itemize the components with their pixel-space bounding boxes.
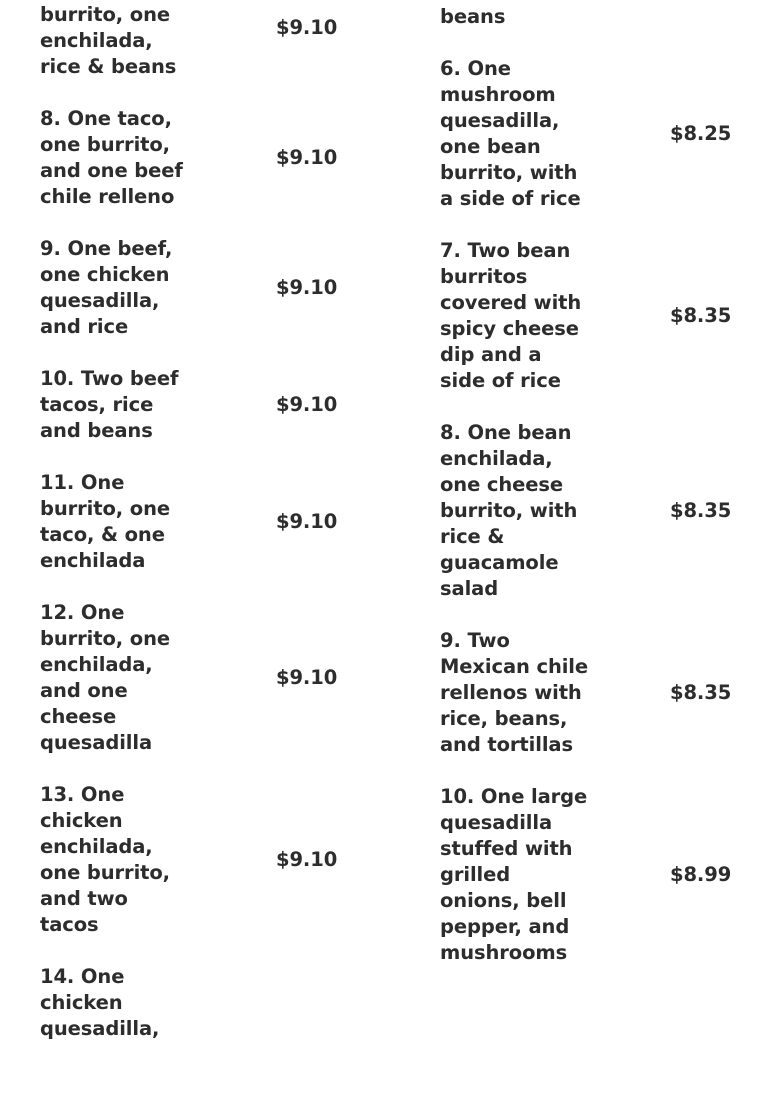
menu-item-price: $9.10 [276,16,338,39]
menu-item-name: 7. Two bean burritos covered with spicy … [440,239,582,392]
menu-item-price: $8.25 [670,122,732,145]
menu-item-row[interactable]: 6. One mushroom quesadilla, one bean bur… [440,56,780,212]
menu-item-row[interactable]: 10. One large quesadilla stuffed with gr… [440,784,780,966]
menu-item-name: chile relleno, rice and beans [440,0,528,28]
menu-item-row[interactable]: 11. One burrito, one taco, & one enchila… [40,470,420,574]
menu-item-row[interactable]: 8. One bean enchilada, one cheese burrit… [440,420,780,602]
menu-item-row[interactable]: 14. One chicken quesadilla, [40,964,420,1042]
menu-item-price: $9.10 [276,146,338,169]
menu-item-name: 14. One chicken quesadilla, [40,965,160,1040]
menu-item-name: 7. One burrito, one enchilada, rice & be… [40,3,177,78]
menu-item-price: $9.10 [276,666,338,689]
menu-item-price: $9.10 [276,848,338,871]
menu-item-name: 11. One burrito, one taco, & one enchila… [40,471,170,572]
menu-item-row[interactable]: 7. Two bean burritos covered with spicy … [440,238,780,394]
menu-item-row[interactable]: 9. One beef, one chicken quesadilla, and… [40,236,420,340]
menu-item-price: $9.10 [276,510,338,533]
menu-item-row[interactable]: 13. One chicken enchilada, one burrito, … [40,782,420,938]
menu-item-row[interactable]: 12. One burrito, one enchilada, and one … [40,600,420,756]
menu-item-row[interactable]: 10. Two beef tacos, rice and beans $9.10 [40,366,420,444]
menu-item-row[interactable]: chile relleno, rice and beans [440,0,780,30]
menu-item-row[interactable]: 7. One burrito, one enchilada, rice & be… [40,0,420,80]
menu-item-price: $9.10 [276,393,338,416]
menu-item-price: $8.35 [670,499,732,522]
menu-item-name: 6. One mushroom quesadilla, one bean bur… [440,57,581,210]
menu-item-row[interactable]: 8. One taco, one burrito, and one beef c… [40,106,420,210]
menu-item-price: $8.35 [670,304,732,327]
menu-item-name: 9. One beef, one chicken quesadilla, and… [40,237,173,338]
menu-item-row[interactable]: 9. Two Mexican chile rellenos with rice,… [440,628,780,758]
menu-item-name: 8. One bean enchilada, one cheese burrit… [440,421,578,600]
menu-columns-container: 7. One burrito, one enchilada, rice & be… [40,0,780,1042]
menu-item-name: 10. One large quesadilla stuffed with gr… [440,785,588,964]
menu-item-name: 12. One burrito, one enchilada, and one … [40,601,170,754]
menu-column-right: chile relleno, rice and beans 6. One mus… [420,0,780,992]
menu-item-name: 8. One taco, one burrito, and one beef c… [40,107,183,208]
menu-item-name: 10. Two beef tacos, rice and beans [40,367,179,442]
menu-item-name: 9. Two Mexican chile rellenos with rice,… [440,629,589,756]
menu-item-name: 13. One chicken enchilada, one burrito, … [40,783,170,936]
menu-item-price: $8.99 [670,863,732,886]
menu-item-price: $9.10 [276,276,338,299]
menu-column-left: 7. One burrito, one enchilada, rice & be… [40,0,420,1042]
menu-item-price: $8.35 [670,681,732,704]
